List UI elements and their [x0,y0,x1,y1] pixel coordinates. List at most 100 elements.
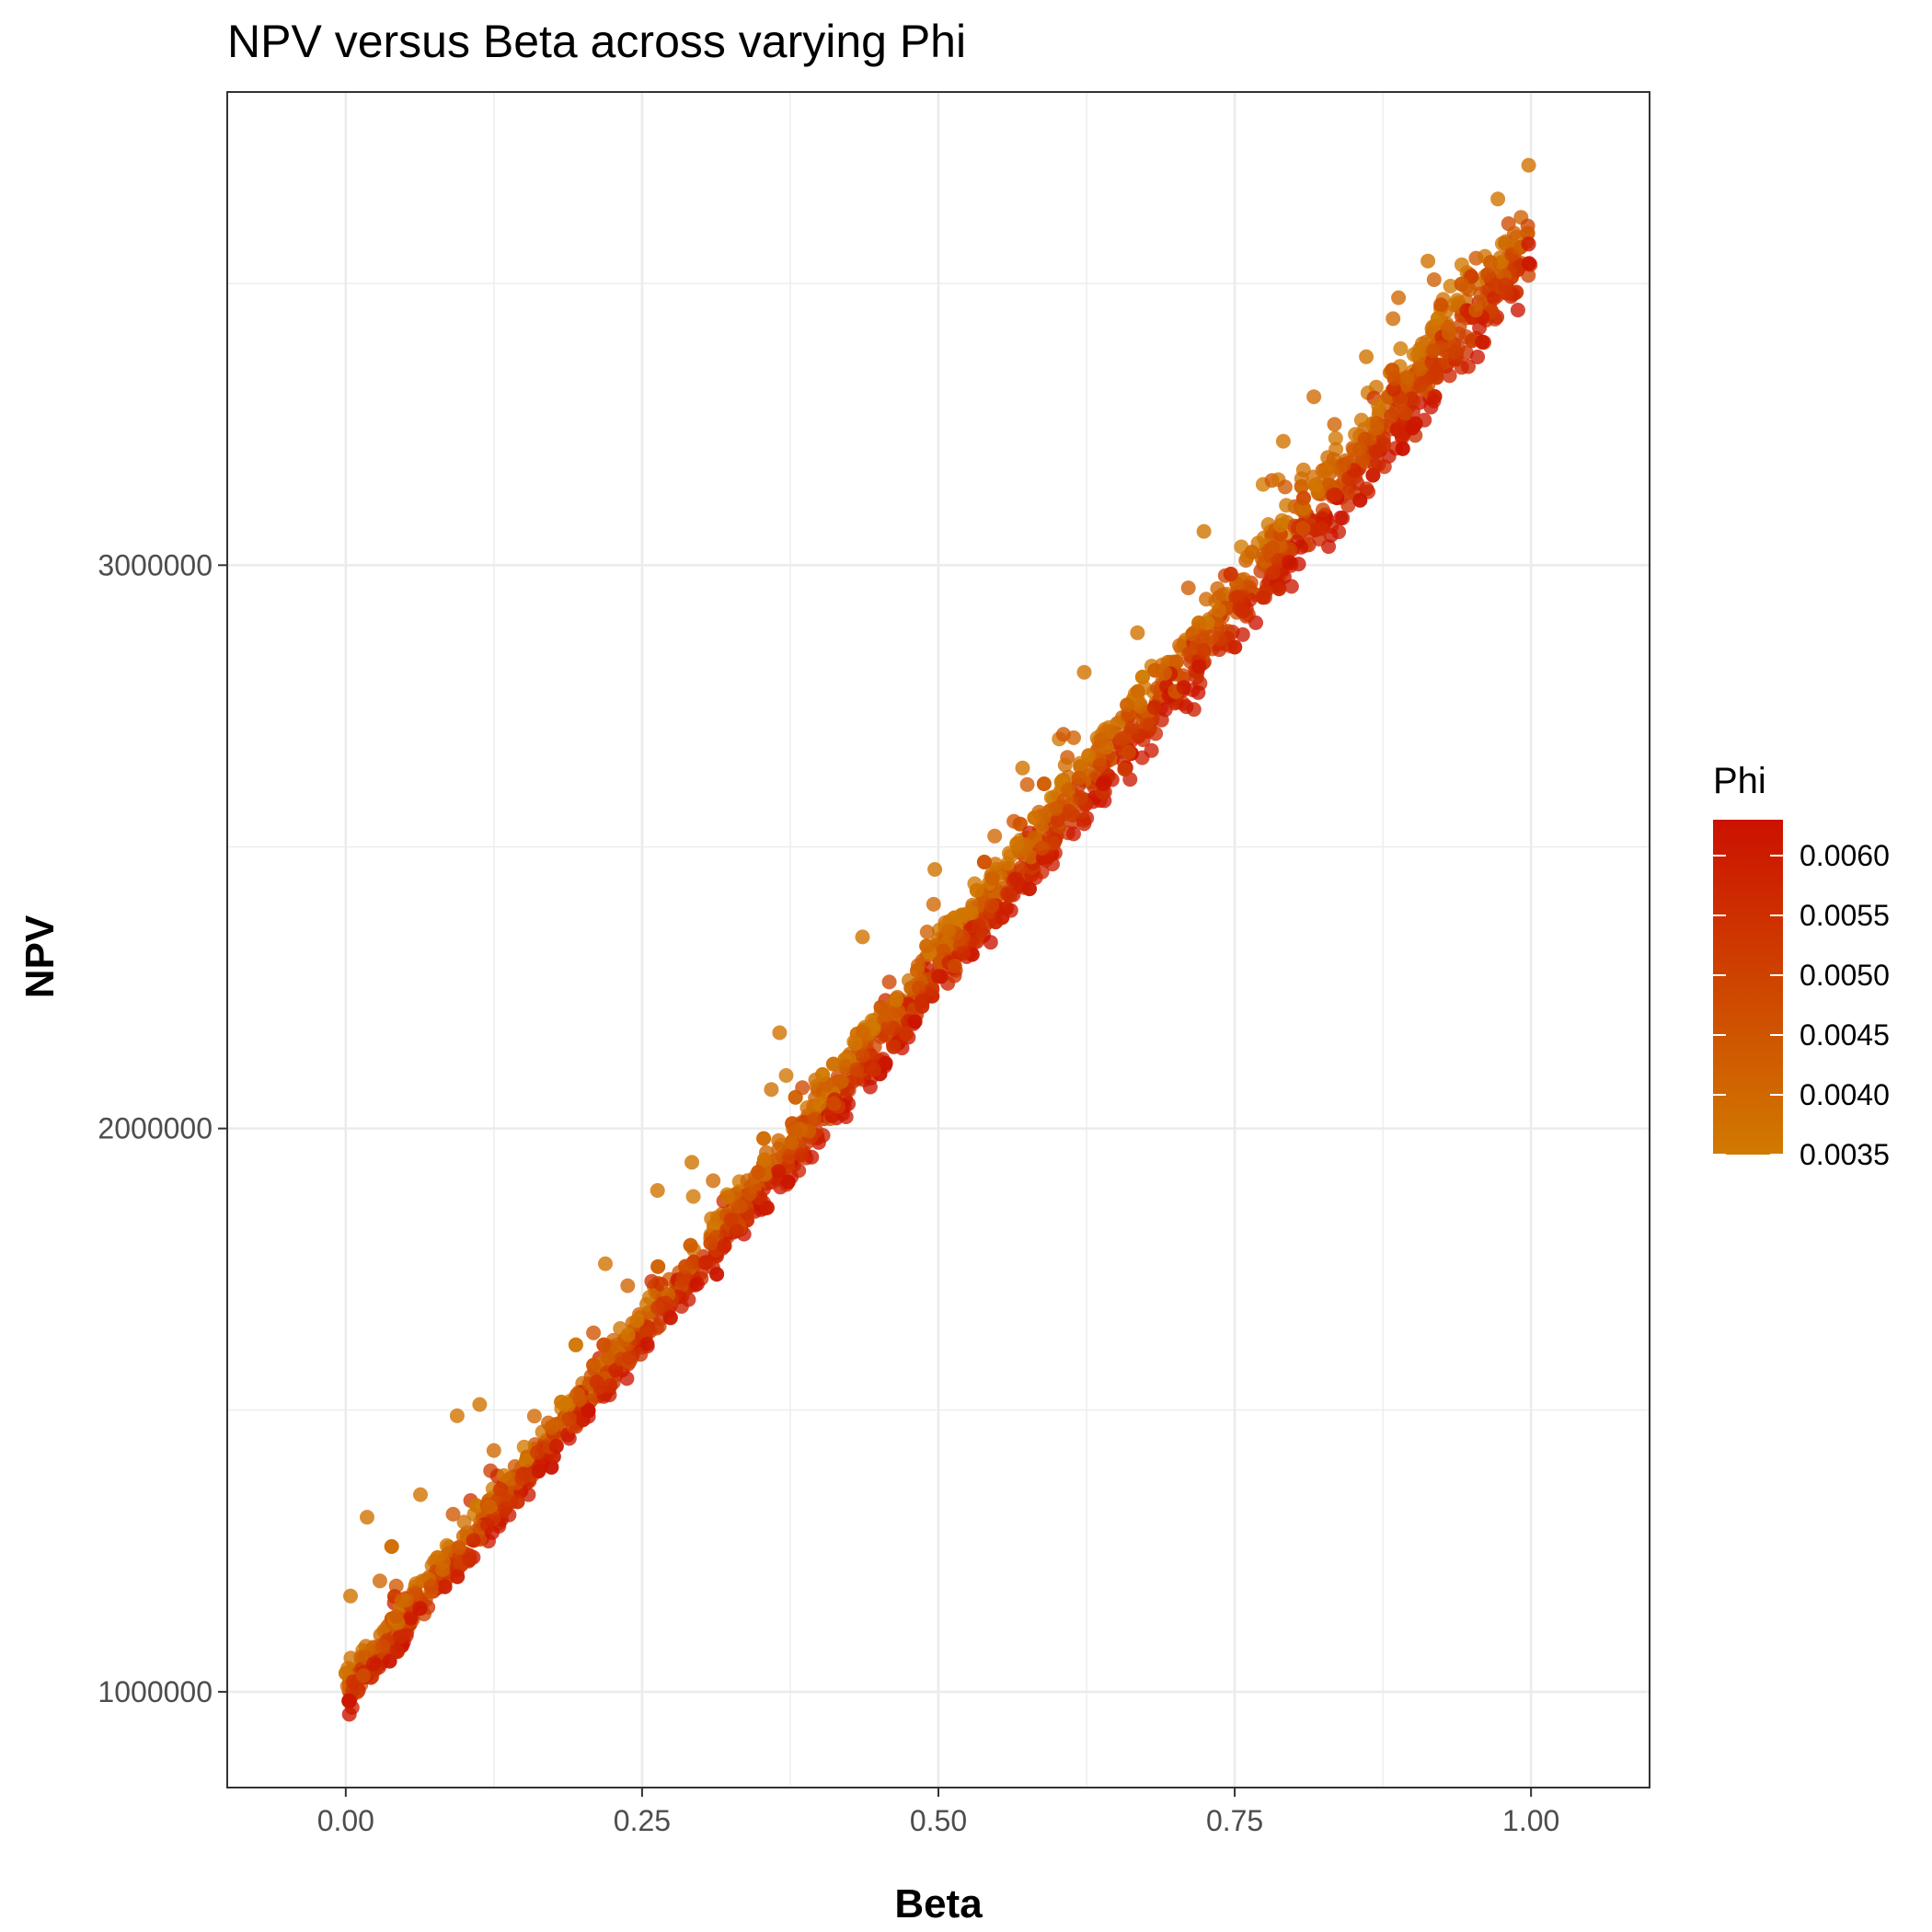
scatter-point [963,905,979,920]
chart-title: NPV versus Beta across varying Phi [227,16,966,67]
scatter-point [581,1402,596,1418]
scatter-point [764,1082,779,1098]
scatter-point [1142,717,1157,732]
scatter-point [1000,886,1016,902]
scatter-point [910,963,925,978]
scatter-point [771,1164,787,1179]
scatter-point [356,1668,371,1684]
legend-tick-label: 0.0060 [1800,839,1890,872]
scatter-point [608,1363,624,1378]
y-tick-label: 3000000 [98,548,213,581]
scatter-point [450,1569,466,1584]
scatter-point [394,1593,409,1608]
scatter-point [684,1155,699,1170]
scatter-point [468,1498,484,1513]
scatter-point [1191,659,1207,674]
scatter-point [845,1074,860,1089]
scatter-point [449,1408,465,1423]
scatter-point [881,974,897,990]
x-tick-label: 0.25 [614,1804,671,1837]
scatter-point [984,898,999,914]
scatter-point [1306,389,1322,405]
scatter-point [788,1089,803,1105]
scatter-point [825,1056,841,1072]
scatter-point [1196,523,1212,539]
scatter-point [849,1062,865,1077]
scatter-point [826,1096,842,1111]
scatter-point [1124,719,1140,735]
scatter-point [389,1644,405,1660]
scatter-point [1114,730,1130,746]
scatter-points [339,157,1538,1722]
scatter-point [1117,762,1133,776]
scatter-point [815,1067,831,1082]
scatter-point [1521,157,1536,173]
scatter-point [740,1173,755,1189]
scatter-point [1376,459,1392,475]
scatter-point [472,1397,488,1412]
phi-legend: Phi 0.0035 0.0040 0.0045 0.0050 0.0055 0.0060 [1713,761,1890,1171]
scatter-point [1369,416,1385,431]
scatter-point [720,1190,736,1205]
scatter-point [620,1328,636,1342]
scatter-point [1027,810,1042,825]
scatter-point [1403,391,1419,407]
scatter-point [709,1267,725,1282]
scatter-point [568,1337,583,1352]
scatter-point [756,1152,772,1167]
scatter-point [1271,581,1287,596]
scatter-point [1057,757,1073,773]
scatter-point [678,1259,694,1274]
x-tick-label: 1.00 [1502,1804,1559,1837]
scatter-point [1013,860,1029,876]
scatter-point [947,959,962,973]
scatter-point [772,1025,788,1041]
scatter-point [366,1656,382,1672]
scatter-point [724,1212,739,1227]
scatter-point [586,1357,602,1373]
scatter-point [1081,748,1097,764]
scatter-point [629,1313,645,1328]
scatter-point [1071,770,1087,786]
scatter-point [1447,344,1463,360]
scatter-point [1431,311,1445,326]
scatter-point [1397,406,1413,421]
scatter-point [1327,417,1342,432]
scatter-point [1096,776,1111,791]
scatter-point [1420,253,1436,269]
scatter-point [878,1055,893,1071]
scatter-point [1331,524,1347,540]
scatter-point [1196,642,1212,658]
scatter-point [572,1392,588,1408]
scatter-point [732,1199,748,1214]
scatter-point [548,1438,564,1454]
scatter-point [889,992,904,1007]
scatter-point [756,1131,772,1146]
scatter-point [1494,255,1509,270]
scatter-point [1223,567,1238,581]
legend-tick-label: 0.0045 [1800,1018,1890,1052]
scatter-point [1157,665,1172,681]
scatter-point [1144,742,1159,758]
scatter-point [650,1300,665,1316]
scatter-point [838,1058,853,1074]
scatter-point [1468,303,1484,318]
scatter-point [768,1153,784,1168]
scatter-point [1393,341,1409,356]
scatter-point [639,1336,655,1351]
scatter-point [393,1629,408,1645]
scatter-point [1168,654,1184,670]
y-axis-title: NPV [17,914,63,998]
scatter-point [1352,442,1368,457]
scatter-point [675,1271,691,1287]
scatter-point [866,1062,881,1077]
scatter-point [751,1165,766,1179]
scatter-point [437,1579,453,1594]
scatter-point [855,929,870,945]
scatter-point [516,1466,531,1482]
scatter-point [1385,362,1400,378]
scatter-point [1210,581,1225,596]
scatter-point [1475,334,1490,350]
scatter-point [603,1378,618,1394]
scatter-point [1006,813,1022,829]
